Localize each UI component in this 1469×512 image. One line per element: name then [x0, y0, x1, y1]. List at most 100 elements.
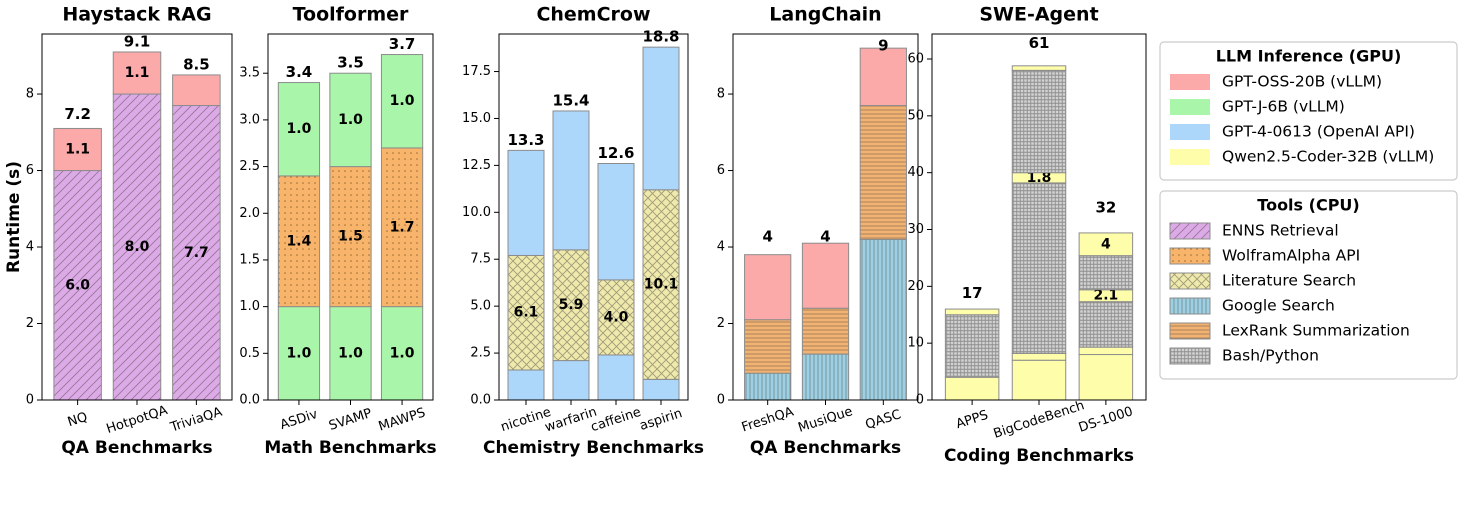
x-tick-label: MusiQue	[796, 404, 854, 436]
bar-segment	[944, 308, 1000, 316]
value-label: 5.9	[559, 297, 584, 313]
bar-segment	[507, 369, 545, 401]
panel-title: SWE-Agent	[979, 4, 1098, 26]
bar-segment	[859, 47, 907, 107]
legend-swatch	[1170, 149, 1210, 165]
value-label: 1.4	[287, 233, 312, 249]
value-label: 1.0	[287, 121, 312, 137]
axes-frame	[732, 33, 919, 401]
legend-label: LexRank Summarization	[1222, 322, 1410, 340]
value-label: 1.5	[338, 229, 363, 245]
total-label: 3.7	[389, 35, 416, 53]
legend-label: WolframAlpha API	[1222, 247, 1360, 265]
bar-segment	[1011, 65, 1067, 71]
total-label: 9.1	[124, 32, 151, 50]
y-tick-label: 0	[916, 393, 924, 408]
legend-label: GPT-J-6B (vLLM)	[1222, 98, 1345, 116]
bar-segment	[642, 46, 680, 191]
y-tick-label: 2.5	[470, 346, 491, 361]
x-tick-label: MAWPS	[377, 405, 428, 434]
y-tick-label: 0	[717, 393, 725, 408]
bar-segment	[172, 74, 221, 107]
bar-segment	[801, 353, 850, 401]
y-tick-label: 8	[26, 87, 34, 102]
x-tick-label: aspirin	[638, 406, 684, 434]
y-tick-label: 0	[26, 393, 34, 408]
bar-segment	[1011, 69, 1067, 174]
total-label: 61	[1029, 34, 1050, 52]
panel: SWE-Agent Coding Benchmarks 0 10 20 30 40 50 60 A…	[907, 4, 1147, 466]
total-label: 15.4	[552, 91, 589, 109]
value-label: 1.0	[338, 345, 363, 361]
y-tick-label: 8	[717, 87, 725, 102]
x-tick-label: FreshQA	[740, 405, 796, 436]
bar-segment	[329, 72, 372, 168]
total-label: 9	[878, 36, 888, 54]
total-label: 18.8	[642, 28, 679, 46]
legend-label: Google Search	[1222, 297, 1335, 315]
x-axis-label: QA Benchmarks	[61, 438, 212, 458]
y-axis-label: Runtime (s)	[4, 161, 24, 273]
bar-segment	[380, 147, 424, 308]
legend-label: Literature Search	[1222, 272, 1356, 290]
panel: ChemCrow Chemistry Benchmarks 0.0 2.5 5.0 7.5…	[462, 4, 704, 459]
bar-segment	[859, 238, 907, 401]
y-tick-label: 4	[717, 240, 725, 255]
bar-segment	[507, 149, 545, 256]
value-label: 2.1	[1093, 288, 1118, 304]
total-label: 3.4	[286, 63, 313, 81]
panel-title: Haystack RAG	[62, 4, 211, 26]
y-tick-label: 0.0	[239, 393, 260, 408]
bar-segment	[744, 254, 792, 321]
y-tick-label: 2	[717, 316, 725, 331]
y-tick-label: 60	[907, 52, 924, 67]
value-label: 1.0	[287, 345, 312, 361]
value-label: 6.0	[65, 277, 90, 293]
axes-frame	[498, 33, 689, 401]
bar-segment	[801, 307, 850, 355]
y-tick-label: 50	[907, 108, 924, 123]
panel-title: LangChain	[769, 4, 881, 26]
bar-segment	[172, 105, 221, 401]
bar-segment	[112, 51, 162, 95]
bar-segment	[380, 306, 424, 401]
bar-segment	[1011, 352, 1067, 361]
bar-segment	[277, 175, 321, 308]
bar-segment	[552, 360, 590, 401]
x-tick-label: APPS	[954, 408, 990, 432]
bar-segment	[552, 249, 590, 362]
panel-title: Toolformer	[293, 4, 409, 26]
axes-frame	[41, 33, 233, 401]
legend-label: Qwen2.5-Coder-32B (vLLM)	[1222, 148, 1434, 166]
legend-swatch	[1169, 247, 1211, 265]
bar-segment	[1011, 182, 1067, 354]
x-tick-label: SVAMP	[327, 406, 374, 434]
bar-segment	[53, 127, 102, 172]
y-tick-label: 17.5	[462, 64, 491, 79]
y-tick-label: 1.5	[239, 252, 260, 267]
y-tick-label: 1.0	[239, 299, 260, 314]
axes-frame	[931, 33, 1147, 401]
value-label: 8.0	[125, 239, 150, 255]
x-tick-label: QASC	[864, 407, 903, 433]
bar-segment	[642, 189, 680, 380]
legend-label: Bash/Python	[1222, 347, 1319, 365]
x-tick-label: TriviaQA	[168, 405, 224, 436]
x-axis-label: Chemistry Benchmarks	[483, 438, 704, 458]
value-label: 7.7	[184, 245, 209, 261]
x-axis-label: Coding Benchmarks	[944, 446, 1134, 466]
y-tick-label: 0.0	[470, 393, 491, 408]
bar-segment	[597, 163, 635, 281]
value-label: 1.0	[338, 112, 363, 128]
bar-segment	[1078, 354, 1134, 401]
bar-segment	[744, 372, 792, 401]
bar-segment	[744, 319, 792, 374]
bar-segment	[859, 105, 907, 240]
y-tick-label: 12.5	[462, 158, 491, 173]
value-label: 1.7	[390, 219, 415, 235]
legend-swatch	[1170, 124, 1210, 140]
bar-segment	[1011, 359, 1067, 401]
legend-swatch	[1169, 347, 1211, 365]
bar-segment	[552, 110, 590, 251]
bar-segment	[1078, 301, 1134, 348]
